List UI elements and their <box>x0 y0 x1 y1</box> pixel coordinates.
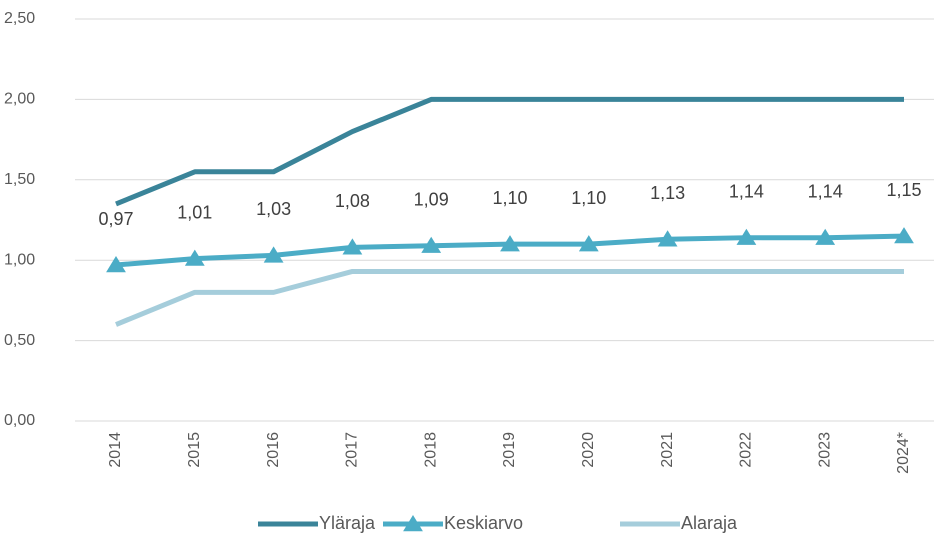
marker <box>894 227 914 244</box>
legend-item: Alaraja <box>620 513 738 533</box>
x-tick-label: 2024* <box>895 432 912 474</box>
marker <box>421 236 442 253</box>
data-label: 1,01 <box>177 202 212 222</box>
data-label: 1,09 <box>414 189 449 209</box>
marker <box>342 238 363 255</box>
data-label: 1,10 <box>571 188 606 208</box>
legend-label: Yläraja <box>319 513 376 533</box>
legend-label: Alaraja <box>681 513 738 533</box>
x-tick-label: 2014 <box>107 432 124 468</box>
legend-item: Keskiarvo <box>383 513 523 533</box>
y-tick-label: 0,00 <box>4 412 35 429</box>
data-label: 1,14 <box>729 181 764 201</box>
x-tick-label: 2023 <box>816 432 833 468</box>
series-line <box>115 96 904 207</box>
marker <box>736 228 757 245</box>
marker <box>106 256 126 273</box>
y-tick-label: 2,50 <box>4 10 35 27</box>
legend-item: Yläraja <box>258 513 376 533</box>
y-tick-label: 1,50 <box>4 171 35 188</box>
y-tick-label: 1,00 <box>4 251 35 268</box>
x-tick-label: 2020 <box>580 432 597 468</box>
data-label: 1,08 <box>335 191 370 211</box>
series-line <box>115 268 904 327</box>
marker <box>815 228 836 245</box>
data-label: 1,13 <box>650 183 685 203</box>
y-tick-label: 0,50 <box>4 332 35 349</box>
y-tick-label: 2,00 <box>4 91 35 108</box>
data-label: 1,10 <box>492 188 527 208</box>
x-tick-label: 2019 <box>501 432 518 468</box>
marker <box>578 235 599 252</box>
data-label: 0,97 <box>98 209 133 229</box>
marker <box>657 230 678 247</box>
x-tick-label: 2022 <box>738 432 755 468</box>
legend-marker <box>403 515 423 532</box>
data-label: 1,14 <box>808 181 843 201</box>
marker <box>263 246 284 263</box>
marker <box>184 249 205 266</box>
x-tick-label: 2021 <box>659 432 676 468</box>
data-label: 1,15 <box>886 180 921 200</box>
x-tick-label: 2015 <box>186 432 203 468</box>
marker <box>500 235 520 252</box>
x-tick-label: 2017 <box>344 432 361 468</box>
x-tick-label: 2018 <box>422 432 439 468</box>
legend-label: Keskiarvo <box>444 513 523 533</box>
x-tick-label: 2016 <box>265 432 282 468</box>
data-label: 1,03 <box>256 199 291 219</box>
